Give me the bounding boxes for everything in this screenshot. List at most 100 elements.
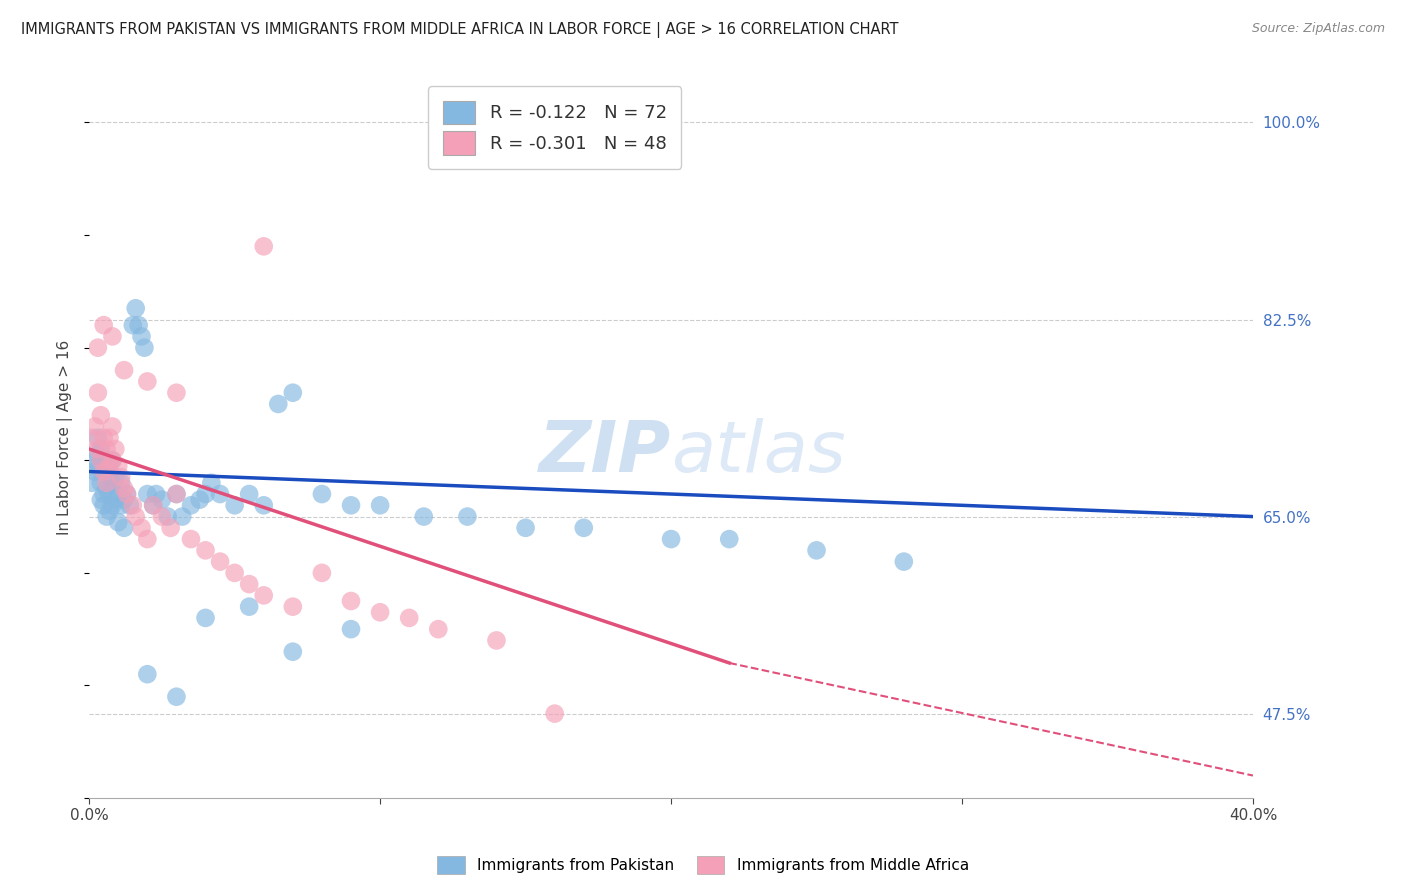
Point	[515, 521, 537, 535]
Point	[180, 498, 202, 512]
Point	[93, 431, 115, 445]
Point	[98, 504, 121, 518]
Point	[80, 431, 103, 445]
Point	[112, 482, 135, 496]
Point	[101, 419, 124, 434]
Point	[165, 487, 187, 501]
Point	[93, 453, 115, 467]
Point	[281, 599, 304, 614]
Point	[96, 475, 118, 490]
Point	[209, 487, 232, 501]
Point	[107, 458, 129, 473]
Point	[194, 611, 217, 625]
Point	[134, 341, 156, 355]
Point	[145, 487, 167, 501]
Point	[194, 543, 217, 558]
Point	[84, 419, 107, 434]
Point	[340, 622, 363, 636]
Point	[93, 465, 115, 479]
Point	[238, 577, 260, 591]
Point	[87, 448, 110, 462]
Point	[238, 487, 260, 501]
Point	[101, 475, 124, 490]
Point	[90, 492, 112, 507]
Point	[96, 458, 118, 473]
Point	[93, 487, 115, 501]
Point	[121, 498, 143, 512]
Point	[90, 442, 112, 456]
Point	[93, 318, 115, 333]
Point	[136, 375, 159, 389]
Point	[87, 341, 110, 355]
Point	[398, 611, 420, 625]
Point	[90, 453, 112, 467]
Point	[93, 465, 115, 479]
Point	[893, 555, 915, 569]
Point	[90, 409, 112, 423]
Point	[112, 492, 135, 507]
Point	[118, 498, 141, 512]
Point	[101, 498, 124, 512]
Point	[104, 442, 127, 456]
Point	[96, 509, 118, 524]
Point	[101, 453, 124, 467]
Text: IMMIGRANTS FROM PAKISTAN VS IMMIGRANTS FROM MIDDLE AFRICA IN LABOR FORCE | AGE >: IMMIGRANTS FROM PAKISTAN VS IMMIGRANTS F…	[21, 22, 898, 38]
Point	[110, 475, 132, 490]
Point	[311, 566, 333, 580]
Point	[104, 492, 127, 507]
Point	[107, 515, 129, 529]
Legend: Immigrants from Pakistan, Immigrants from Middle Africa: Immigrants from Pakistan, Immigrants fro…	[432, 850, 974, 880]
Point	[156, 509, 179, 524]
Point	[115, 487, 138, 501]
Point	[93, 498, 115, 512]
Point	[253, 588, 276, 602]
Point	[224, 498, 246, 512]
Point	[98, 453, 121, 467]
Point	[485, 633, 508, 648]
Point	[87, 431, 110, 445]
Point	[427, 622, 450, 636]
Point	[110, 470, 132, 484]
Point	[253, 239, 276, 253]
Point	[267, 397, 290, 411]
Point	[209, 555, 232, 569]
Text: Source: ZipAtlas.com: Source: ZipAtlas.com	[1251, 22, 1385, 36]
Point	[194, 487, 217, 501]
Point	[368, 498, 391, 512]
Text: atlas: atlas	[671, 417, 845, 487]
Point	[172, 509, 194, 524]
Point	[806, 543, 828, 558]
Point	[80, 475, 103, 490]
Point	[98, 431, 121, 445]
Point	[456, 509, 478, 524]
Point	[150, 509, 173, 524]
Point	[368, 605, 391, 619]
Point	[150, 492, 173, 507]
Point	[572, 521, 595, 535]
Point	[165, 690, 187, 704]
Point	[101, 453, 124, 467]
Y-axis label: In Labor Force | Age > 16: In Labor Force | Age > 16	[58, 340, 73, 535]
Point	[125, 509, 148, 524]
Point	[253, 498, 276, 512]
Point	[101, 329, 124, 343]
Point	[718, 532, 741, 546]
Point	[125, 301, 148, 316]
Point	[142, 498, 165, 512]
Point	[136, 667, 159, 681]
Point	[340, 498, 363, 512]
Point	[136, 487, 159, 501]
Point	[311, 487, 333, 501]
Point	[112, 363, 135, 377]
Point	[659, 532, 682, 546]
Point	[115, 487, 138, 501]
Point	[87, 442, 110, 456]
Point	[281, 385, 304, 400]
Point	[96, 442, 118, 456]
Point	[142, 498, 165, 512]
Point	[544, 706, 567, 721]
Point	[188, 492, 211, 507]
Point	[159, 521, 181, 535]
Point	[131, 329, 153, 343]
Point	[87, 385, 110, 400]
